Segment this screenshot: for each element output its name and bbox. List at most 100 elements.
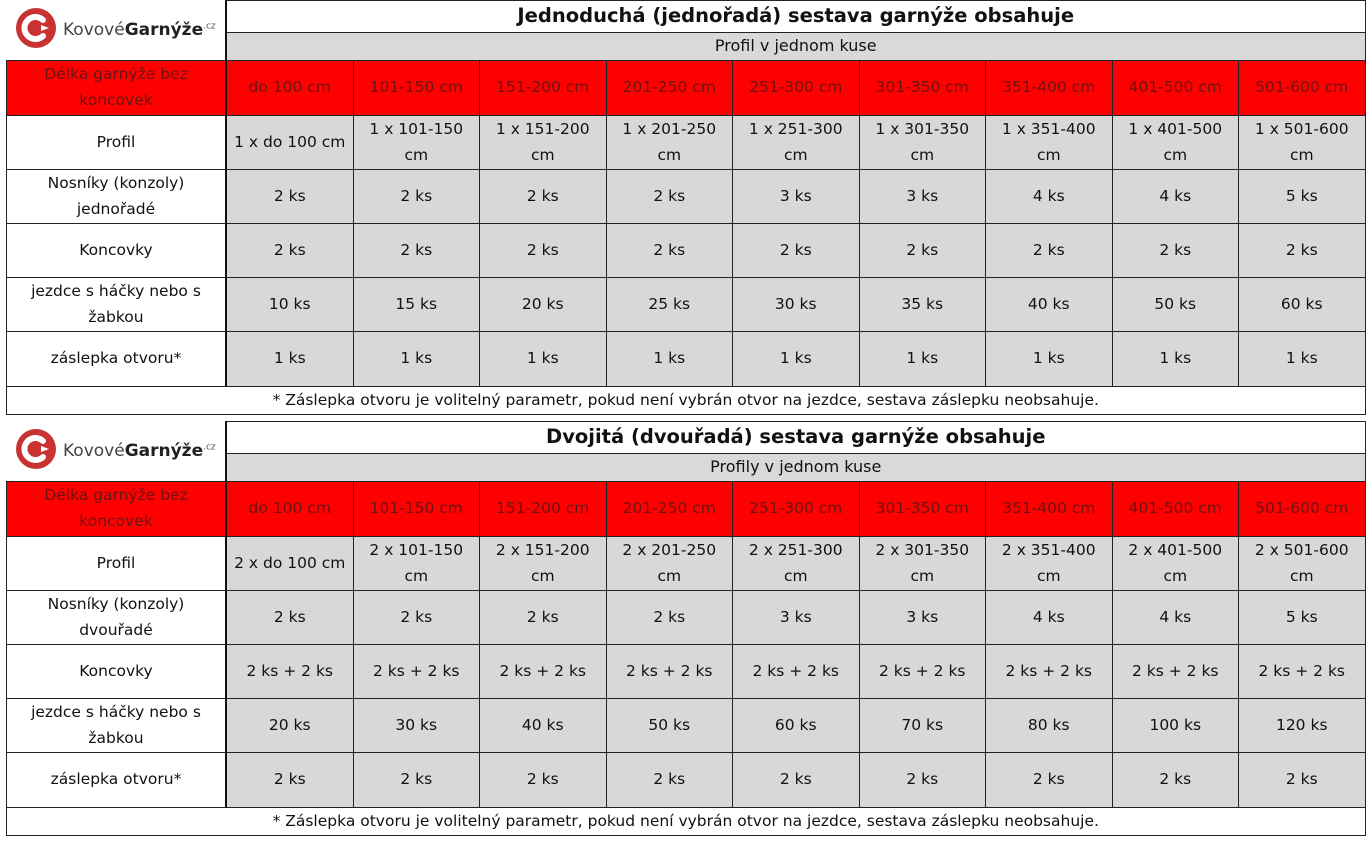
table-cell: 2 ks: [353, 224, 480, 278]
table-cell: 2 ks: [986, 224, 1113, 278]
table-subtitle: Profil v jednom kuse: [227, 33, 1366, 61]
table-cell: 100 ks: [1112, 699, 1239, 753]
row-label: Profil: [6, 537, 227, 591]
column-header: 251-300 cm: [733, 482, 860, 537]
table-cell: 2 ks: [606, 591, 733, 645]
column-header-label: Délka garnýže bez koncovek: [6, 61, 227, 116]
table-cell: 2 ks: [353, 170, 480, 224]
table-cell: 2 x 251-300 cm: [733, 537, 860, 591]
table-cell: 80 ks: [986, 699, 1113, 753]
table-cell: 1 ks: [606, 332, 733, 387]
table-cell: 1 ks: [480, 332, 607, 387]
table-cell: 15 ks: [353, 278, 480, 332]
table-subtitle: Profily v jednom kuse: [227, 454, 1366, 482]
table-cell: 2 ks: [227, 591, 354, 645]
table-cell: 35 ks: [859, 278, 986, 332]
table-cell: 1 x 401-500 cm: [1112, 116, 1239, 170]
table-cell: 1 x 201-250 cm: [606, 116, 733, 170]
table-cell: 2 ks: [480, 170, 607, 224]
table-cell: 10 ks: [227, 278, 354, 332]
row-label: jezdce s háčky nebo s žabkou: [6, 278, 227, 332]
table-cell: 2 ks: [227, 224, 354, 278]
column-header: 301-350 cm: [859, 482, 986, 537]
logo-prefix: Kovové: [63, 20, 125, 40]
table-cell: 2 x 101-150 cm: [353, 537, 480, 591]
table-cell: 50 ks: [1112, 278, 1239, 332]
table-cell: 2 x 201-250 cm: [606, 537, 733, 591]
row-label: Nosníky (konzoly) dvouřadé: [6, 591, 227, 645]
table-cell: 2 ks: [353, 591, 480, 645]
table-cell: 2 ks + 2 ks: [480, 645, 607, 699]
table-cell: 1 ks: [353, 332, 480, 387]
row-label: Nosníky (konzoly) jednořadé: [6, 170, 227, 224]
table-cell: 1 ks: [1112, 332, 1239, 387]
table-cell: 40 ks: [480, 699, 607, 753]
table-cell: 2 ks: [1239, 753, 1366, 808]
table-cell: 2 x 401-500 cm: [1112, 537, 1239, 591]
table-cell: 2 ks + 2 ks: [606, 645, 733, 699]
row-label: záslepka otvoru*: [6, 332, 227, 387]
table-cell: 4 ks: [1112, 591, 1239, 645]
table-cell: 20 ks: [227, 699, 354, 753]
table-cell: 2 x 501-600 cm: [1239, 537, 1366, 591]
table-cell: 2 ks: [227, 170, 354, 224]
table-cell: 2 ks: [986, 753, 1113, 808]
logo-brand: Garnýže: [124, 20, 204, 40]
table-cell: 40 ks: [986, 278, 1113, 332]
table-cell: 2 ks + 2 ks: [986, 645, 1113, 699]
logo-tld: .cz: [203, 442, 216, 453]
logo-prefix: Kovové: [63, 441, 125, 461]
double-set-table: KovovéGarnýže.cz Dvojitá (dvouřadá) sesta…: [6, 421, 1366, 842]
table-cell: 25 ks: [606, 278, 733, 332]
column-header: 351-400 cm: [986, 61, 1113, 116]
table-cell: 1 ks: [733, 332, 860, 387]
brand-logo: KovovéGarnýže.cz: [6, 421, 227, 482]
footnote: * Záslepka otvoru je volitelný parametr,…: [6, 808, 1366, 836]
table-cell: 50 ks: [606, 699, 733, 753]
column-header: 251-300 cm: [733, 61, 860, 116]
table-cell: 120 ks: [1239, 699, 1366, 753]
table-cell: 5 ks: [1239, 591, 1366, 645]
table-cell: 2 ks: [606, 753, 733, 808]
table-cell: 2 ks + 2 ks: [1239, 645, 1366, 699]
table-cell: 20 ks: [480, 278, 607, 332]
table-cell: 2 ks: [480, 753, 607, 808]
table-cell: 1 x 101-150 cm: [353, 116, 480, 170]
table-cell: 3 ks: [733, 591, 860, 645]
table-cell: 2 ks: [733, 753, 860, 808]
table-cell: 3 ks: [859, 170, 986, 224]
table-cell: 2 ks: [480, 224, 607, 278]
column-header: do 100 cm: [227, 61, 354, 116]
logo-mark-icon: [14, 427, 58, 475]
table-cell: 1 x do 100 cm: [227, 116, 354, 170]
table-cell: 2 ks + 2 ks: [859, 645, 986, 699]
table-cell: 2 ks: [606, 170, 733, 224]
table-cell: 2 ks: [859, 753, 986, 808]
table-cell: 3 ks: [733, 170, 860, 224]
table-cell: 2 x 151-200 cm: [480, 537, 607, 591]
table-cell: 2 ks + 2 ks: [353, 645, 480, 699]
table-cell: 2 ks: [1239, 224, 1366, 278]
table-cell: 60 ks: [733, 699, 860, 753]
row-label: Profil: [6, 116, 227, 170]
table-cell: 4 ks: [986, 170, 1113, 224]
single-set-table: KovovéGarnýže.cz Jednoduchá (jednořadá) s…: [6, 0, 1366, 418]
table-grid: KovovéGarnýže.cz Jednoduchá (jednořadá) s…: [6, 0, 1366, 415]
table-cell: 1 ks: [227, 332, 354, 387]
column-header: 301-350 cm: [859, 61, 986, 116]
table-cell: 30 ks: [353, 699, 480, 753]
table-cell: 2 ks: [480, 591, 607, 645]
table-title: Dvojitá (dvouřadá) sestava garnýže obsah…: [227, 421, 1366, 454]
logo-brand: Garnýže: [124, 441, 204, 461]
table-cell: 1 x 251-300 cm: [733, 116, 860, 170]
brand-logo: KovovéGarnýže.cz: [6, 0, 227, 61]
logo-text: KovovéGarnýže.cz: [63, 20, 216, 40]
table-cell: 1 x 301-350 cm: [859, 116, 986, 170]
table-cell: 4 ks: [1112, 170, 1239, 224]
table-cell: 2 ks: [227, 753, 354, 808]
table-cell: 1 ks: [859, 332, 986, 387]
column-header: 351-400 cm: [986, 482, 1113, 537]
table-cell: 30 ks: [733, 278, 860, 332]
table-cell: 3 ks: [859, 591, 986, 645]
column-header: 201-250 cm: [606, 61, 733, 116]
